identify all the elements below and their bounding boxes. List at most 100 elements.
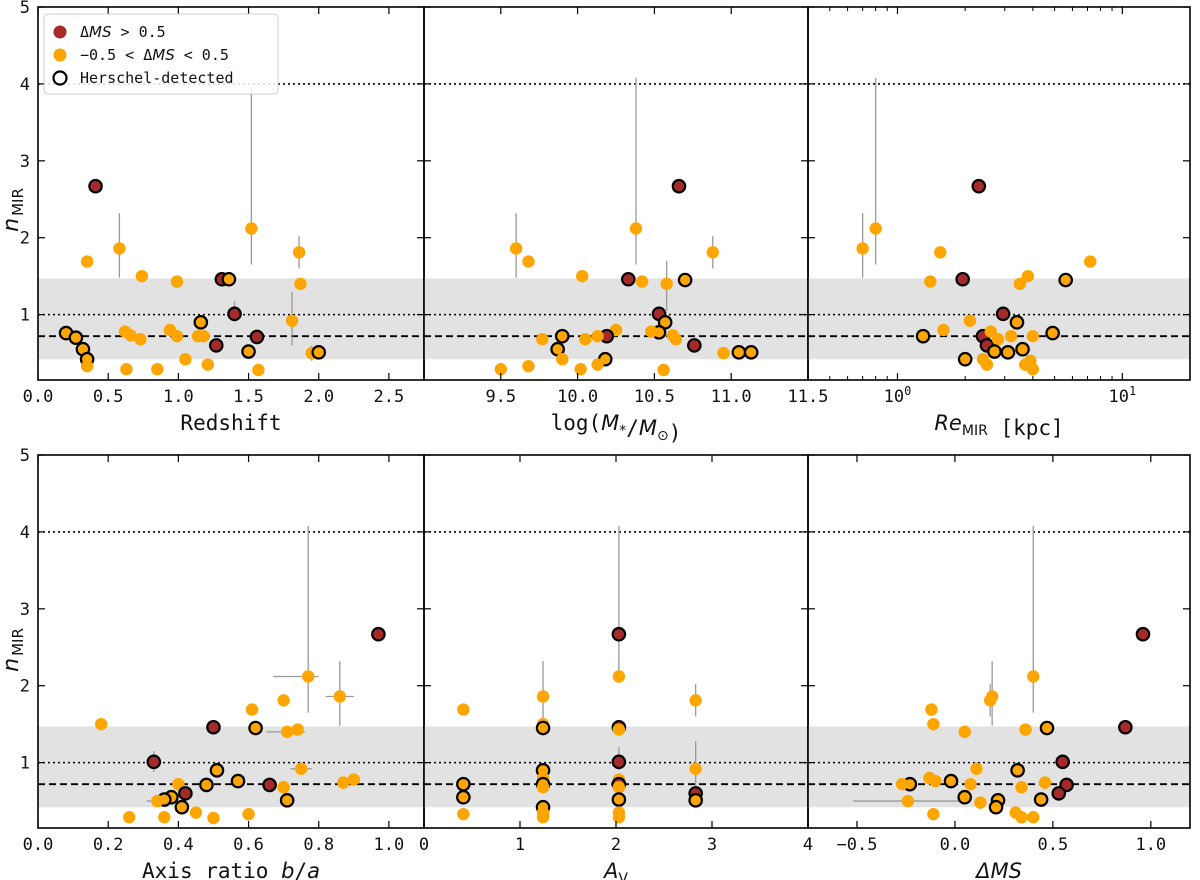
x-axis-label-part: [kpc]	[988, 416, 1064, 440]
point-main-sequence	[556, 353, 569, 366]
x-axis-label-part: Axis ratio	[142, 859, 281, 880]
point-high-ms	[262, 777, 277, 793]
point-main-sequence	[983, 694, 997, 707]
legend-label: Herschel-detected	[80, 69, 234, 87]
point-high-ms	[611, 754, 627, 770]
x-axis-label-part: Re	[934, 411, 962, 435]
point-main-sequence	[245, 222, 258, 235]
point-main-sequence	[170, 329, 184, 343]
point-main-sequence	[333, 690, 346, 703]
point-main-sequence	[158, 811, 171, 824]
data-points	[895, 626, 1151, 824]
point-main-sequence	[347, 773, 361, 786]
legend-box	[43, 13, 279, 95]
point-main-sequence	[80, 255, 94, 268]
point-main-sequence	[1015, 341, 1030, 357]
point-main-sequence	[1027, 670, 1040, 683]
point-main-sequence	[1038, 776, 1052, 789]
point-main-sequence	[635, 275, 649, 288]
point-main-sequence	[294, 762, 308, 775]
panel-1: 0.0 0.5 1.0 1.5 2.0 2.5 1 2 3 4 5 Redshift	[20, 0, 425, 435]
point-main-sequence	[189, 806, 203, 819]
point-high-ms	[178, 786, 193, 801]
x-axis-label-part: log(	[551, 411, 602, 435]
point-main-sequence	[629, 222, 643, 235]
y-tick-label: 3	[20, 152, 30, 172]
point-main-sequence	[934, 246, 947, 259]
point-main-sequence	[943, 773, 959, 789]
data-points	[58, 178, 327, 377]
point-main-sequence	[645, 325, 658, 338]
y-tick-label: 5	[20, 0, 30, 18]
point-main-sequence	[988, 799, 1004, 815]
point-main-sequence	[929, 774, 942, 788]
x-tick-label: 1.0	[163, 387, 194, 407]
point-main-sequence	[579, 333, 592, 346]
point-main-sequence	[987, 344, 1002, 359]
x-tick-label: 0.0	[940, 835, 971, 855]
point-main-sequence	[457, 703, 470, 716]
x-tick-exponent: 1	[1129, 384, 1136, 398]
point-main-sequence	[957, 789, 973, 805]
legend-label: ΔMS > 0.5	[80, 23, 166, 41]
shaded-band	[424, 278, 808, 360]
x-tick-label: 0.5	[93, 387, 124, 407]
point-main-sequence	[252, 363, 265, 377]
point-main-sequence	[1015, 781, 1028, 794]
x-axis-label-part: b	[281, 859, 294, 880]
x-tick-label: 10.5	[634, 387, 675, 407]
point-main-sequence	[522, 359, 535, 373]
data-points	[456, 626, 703, 824]
y-axis-label: n MIR	[0, 188, 27, 232]
x-tick-label: 0.2	[93, 835, 124, 855]
panel-frame	[807, 454, 1191, 829]
point-main-sequence	[660, 277, 673, 291]
panel-4: 0.0 0.2 0.4 0.6 0.8 1.0 1 2 3 4 5 Axis ratio b/a	[20, 446, 425, 880]
point-main-sequence	[927, 807, 940, 821]
point-main-sequence	[991, 333, 1005, 346]
point-main-sequence	[915, 328, 931, 344]
point-main-sequence	[174, 799, 190, 815]
point-main-sequence	[456, 776, 471, 792]
x-tick-label: 0.0	[23, 835, 54, 855]
point-main-sequence	[277, 694, 290, 707]
point-high-ms	[687, 338, 702, 353]
point-high-ms	[208, 338, 224, 353]
point-main-sequence	[120, 363, 133, 376]
x-tick-label: 101	[1108, 384, 1136, 407]
point-main-sequence	[706, 246, 719, 259]
point-main-sequence	[1013, 277, 1027, 291]
legend-label-part: < 0.5	[175, 46, 229, 64]
legend-label-part: MS	[89, 23, 112, 41]
legend-label: −0.5 < ΔMS < 0.5	[80, 46, 229, 64]
ticks: −0.5 0.0 0.5 1.0	[808, 454, 1190, 855]
point-main-sequence	[731, 345, 747, 360]
point-main-sequence	[285, 314, 299, 327]
point-main-sequence	[197, 329, 210, 343]
y-axis-labels: n MIR n MIR	[0, 188, 27, 672]
x-tick-label: 0.0	[23, 387, 54, 407]
point-main-sequence	[207, 811, 220, 825]
legend-label-part: > 0.5	[112, 23, 166, 41]
point-high-ms	[227, 306, 242, 322]
point-main-sequence	[151, 363, 164, 376]
point-main-sequence	[1039, 720, 1055, 736]
point-main-sequence	[554, 328, 570, 344]
point-main-sequence	[856, 242, 869, 255]
point-high-ms	[1118, 719, 1133, 735]
y-axis-label: n MIR	[0, 628, 27, 672]
point-main-sequence	[337, 776, 350, 789]
point-high-ms	[249, 329, 265, 345]
x-tick-label: 1.0	[374, 835, 405, 855]
point-high-ms	[1051, 786, 1067, 801]
point-main-sequence	[242, 807, 255, 821]
x-tick-label: −0.5	[836, 835, 877, 855]
panel-frame	[807, 6, 1191, 381]
point-main-sequence	[536, 811, 550, 824]
point-main-sequence	[509, 242, 523, 255]
point-main-sequence	[689, 762, 702, 775]
point-high-ms	[371, 626, 386, 642]
x-axis-label-part: a	[307, 859, 320, 880]
point-main-sequence	[94, 717, 108, 731]
x-axis-label: ΔMS	[974, 859, 1022, 880]
